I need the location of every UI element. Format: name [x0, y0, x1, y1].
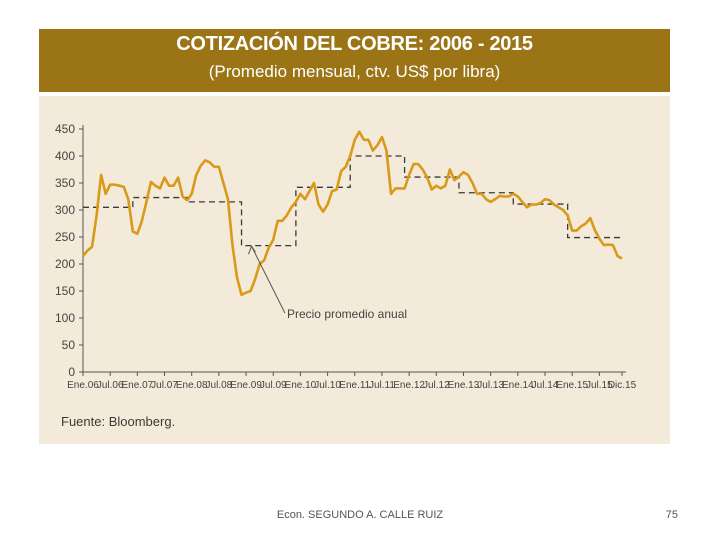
x-tick-label: Ene.12 [393, 380, 425, 391]
page-number: 75 [665, 509, 678, 521]
x-tick-label: Ene.13 [448, 380, 480, 391]
x-tick-label: Ene.14 [502, 380, 534, 391]
chart-source: Fuente: Bloomberg. [61, 414, 176, 429]
y-tick-label: 0 [68, 365, 75, 379]
x-tick-label: Ene.10 [285, 380, 317, 391]
x-tick-label: Ene.06 [67, 380, 99, 391]
chart-panel: 0 50 100 150 200 250 300 350 400 450 Ene.06 Jul.06 E… [39, 96, 670, 444]
chart-subtitle: (Promedio mensual, ctv. US$ por libra) [208, 62, 501, 81]
x-tick-label: Jul.09 [260, 380, 287, 391]
x-tick-label: Dic.15 [608, 380, 637, 391]
x-tick-label: Ene.08 [176, 380, 208, 391]
x-tick-label: Jul.11 [369, 380, 395, 391]
y-tick-label: 50 [62, 338, 76, 352]
x-tick-label: Jul.13 [477, 380, 504, 391]
x-tick-label: Jul.12 [423, 380, 450, 391]
chart-header: COTIZACIÓN DEL COBRE: 2006 - 2015 (Prome… [39, 29, 670, 92]
footer-author: Econ. SEGUNDO A. CALLE RUIZ [276, 509, 444, 521]
x-tick-label: Jul.06 [97, 380, 124, 391]
annotation-label: Precio promedio anual [287, 307, 407, 321]
y-tick-label: 200 [55, 257, 75, 271]
annotation-arrow [251, 245, 286, 314]
x-tick-label: Jul.15 [586, 380, 613, 391]
y-tick-label: 100 [55, 311, 75, 325]
copper-price-chart: 050100150200250300350400450Ene.06Jul.06E… [55, 122, 637, 391]
monthly-price-line [82, 130, 623, 297]
annotation-arrowhead [248, 245, 256, 255]
x-tick-label: Ene.09 [230, 380, 262, 391]
y-tick-label: 350 [55, 176, 75, 190]
y-tick-label: 450 [55, 122, 75, 136]
chart-title: COTIZACIÓN DEL COBRE: 2006 - 2015 [176, 33, 533, 55]
x-tick-label: Ene.07 [122, 380, 154, 391]
x-tick-label: Jul.10 [314, 380, 341, 391]
y-tick-label: 400 [55, 149, 75, 163]
x-tick-label: Jul.07 [151, 380, 178, 391]
x-tick-label: Ene.11 [339, 380, 370, 391]
x-tick-label: Ene.15 [556, 380, 588, 391]
x-tick-label: Jul.08 [206, 380, 233, 391]
y-tick-label: 300 [55, 203, 75, 217]
y-tick-label: 250 [55, 230, 75, 244]
y-tick-label: 150 [55, 284, 75, 298]
x-tick-label: Jul.14 [532, 380, 559, 391]
